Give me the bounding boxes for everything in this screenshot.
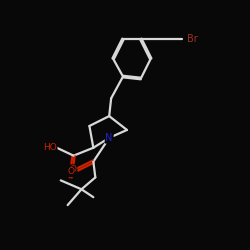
Text: N: N (106, 133, 113, 143)
Text: HO: HO (43, 143, 57, 152)
Text: Br: Br (187, 34, 198, 44)
Text: O: O (70, 165, 76, 174)
Text: O: O (67, 168, 74, 176)
